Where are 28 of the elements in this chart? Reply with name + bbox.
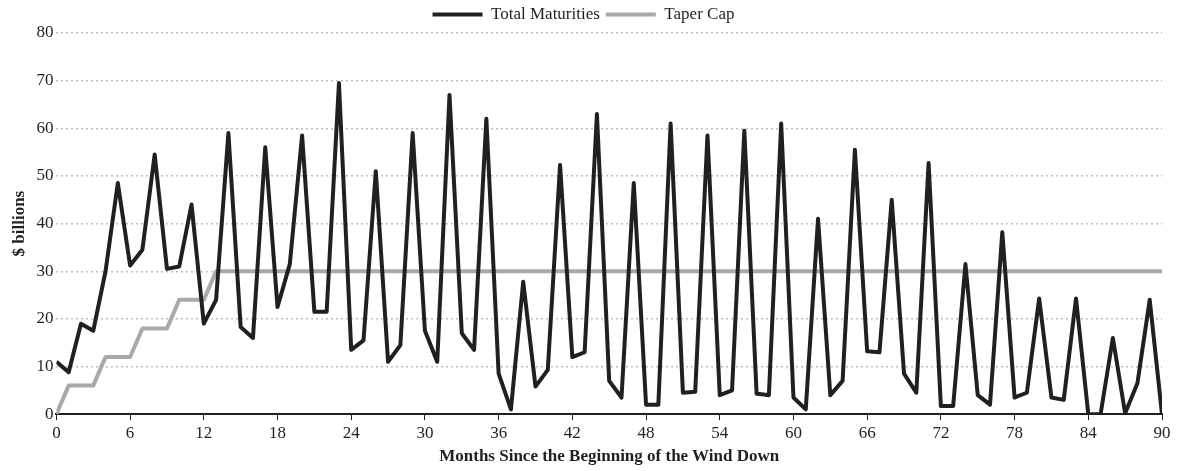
y-tick-label: 0 (44, 403, 54, 423)
legend-label: Total Maturities (491, 3, 600, 23)
legend-label: Taper Cap (664, 3, 735, 23)
y-tick-label: 30 (36, 260, 54, 280)
y-axis-title: $ billions (8, 190, 28, 257)
x-tick-label: 60 (784, 422, 802, 442)
x-tick-label: 78 (1006, 422, 1024, 442)
y-tick-label: 10 (36, 356, 54, 376)
y-tick-label: 60 (36, 117, 54, 137)
x-tick-label: 66 (858, 422, 876, 442)
x-tick-label: 54 (711, 422, 729, 442)
x-tick-label: 30 (416, 422, 434, 442)
x-axis-title: Months Since the Beginning of the Wind Down (439, 446, 780, 466)
x-tick-label: 72 (932, 422, 950, 442)
y-tick-label: 20 (36, 308, 54, 328)
y-tick-label: 40 (36, 213, 54, 233)
x-tick-label: 48 (637, 422, 655, 442)
y-tick-label: 70 (36, 70, 54, 90)
x-tick-label: 84 (1079, 422, 1098, 442)
x-tick-label: 36 (490, 422, 508, 442)
y-tick-label: 50 (36, 165, 54, 185)
x-tick-label: 12 (195, 422, 213, 442)
y-tick-label: 80 (36, 22, 54, 42)
x-tick-label: 42 (563, 422, 581, 442)
x-tick-label: 18 (269, 422, 287, 442)
x-tick-label: 90 (1153, 422, 1171, 442)
x-tick-label: 24 (342, 422, 361, 442)
x-tick-label: 6 (125, 422, 135, 442)
